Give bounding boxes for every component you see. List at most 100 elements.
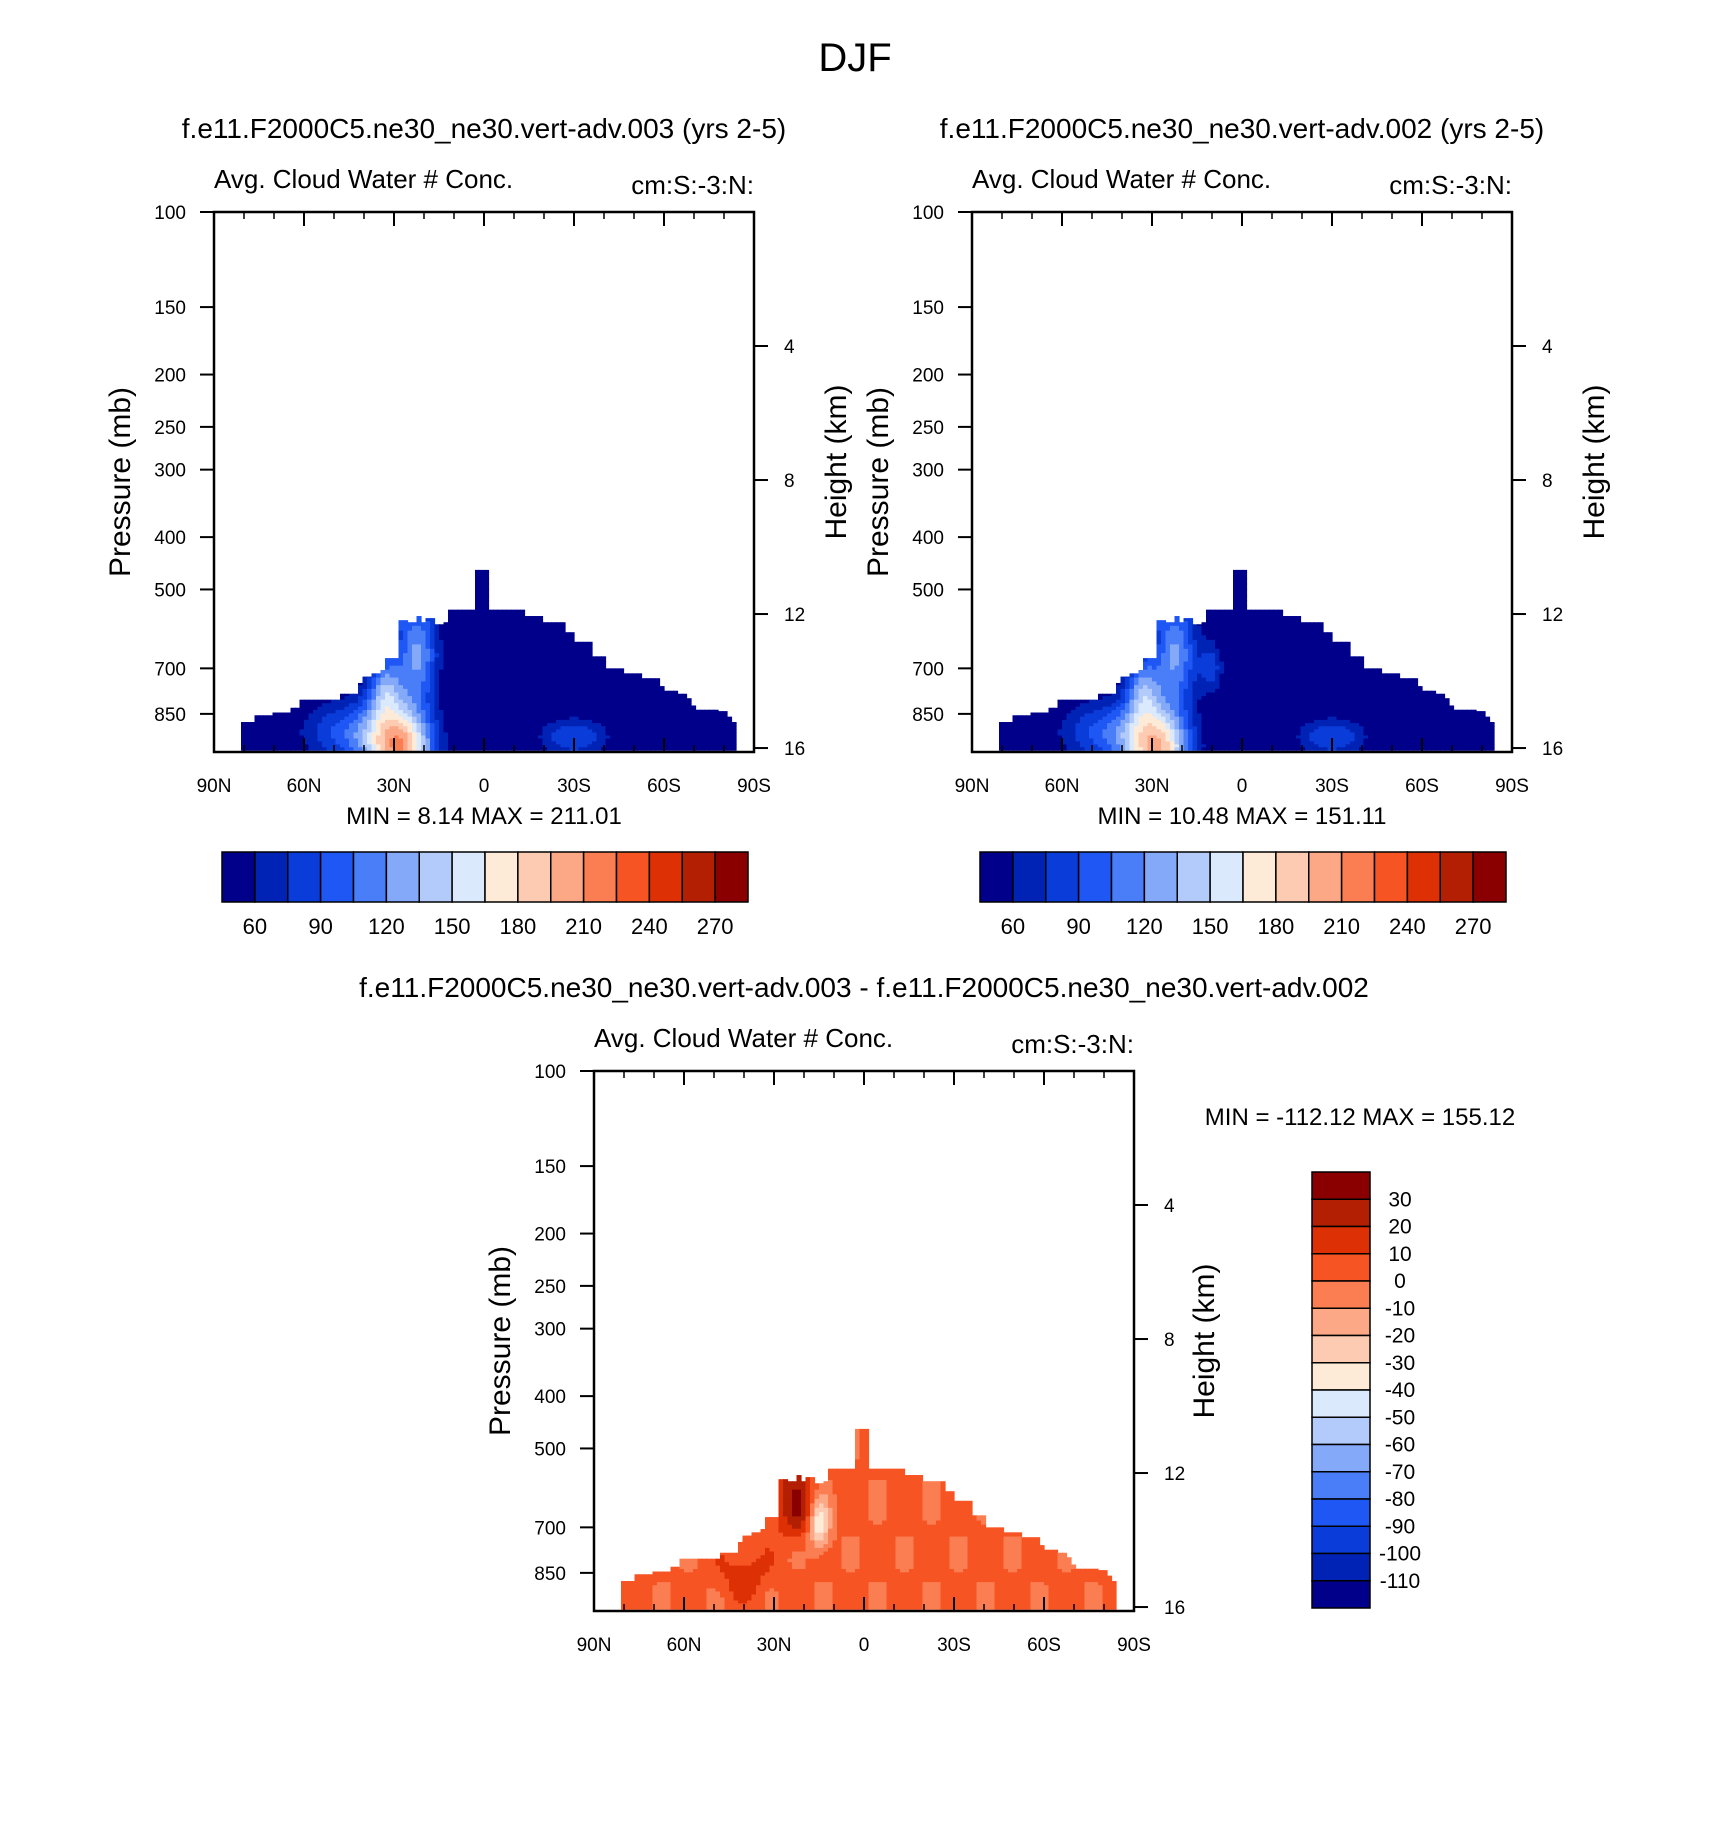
field-cell xyxy=(416,744,422,748)
field-cell xyxy=(637,673,643,679)
field-cell xyxy=(628,673,634,679)
field-cell xyxy=(610,716,616,721)
field-cell xyxy=(1269,616,1275,622)
field-cell xyxy=(443,716,449,721)
field-cell xyxy=(1192,703,1198,708)
field-cell xyxy=(1291,696,1297,701)
field-cell xyxy=(394,713,400,718)
field-cell xyxy=(1282,696,1288,701)
field-cell xyxy=(632,723,638,727)
field-cell xyxy=(1134,732,1140,737)
field-cell xyxy=(1228,747,1234,751)
field-cell xyxy=(686,709,692,714)
field-cell xyxy=(641,732,647,737)
field-cell xyxy=(632,696,638,701)
field-cell xyxy=(1125,703,1131,708)
field-cell xyxy=(1215,726,1221,730)
field-cell xyxy=(358,719,364,724)
field-cell xyxy=(1057,732,1063,737)
field-cell xyxy=(425,692,431,697)
field-cell xyxy=(1260,665,1266,671)
field-cell xyxy=(1179,665,1185,671)
field-cell xyxy=(1143,738,1149,743)
field-cell xyxy=(547,681,553,686)
field-cell xyxy=(394,699,400,704)
field-cell xyxy=(542,685,548,690)
field-cell xyxy=(448,669,454,675)
field-cell xyxy=(254,741,260,745)
field-cell xyxy=(1179,661,1185,667)
field-cell xyxy=(1206,625,1212,632)
field-cell xyxy=(1260,713,1266,718)
field-cell xyxy=(1237,723,1243,727)
field-cell xyxy=(583,696,589,701)
field-cell xyxy=(619,677,625,682)
field-cell xyxy=(551,709,557,714)
field-cell xyxy=(713,719,719,724)
field-cell xyxy=(308,732,314,737)
field-cell xyxy=(443,644,449,650)
field-cell xyxy=(551,747,557,751)
field-cell xyxy=(1134,699,1140,704)
field-cell xyxy=(322,699,328,704)
field-cell xyxy=(1161,696,1167,701)
field-cell xyxy=(547,723,553,727)
field-cell xyxy=(619,716,625,721)
field-cell xyxy=(1318,738,1324,743)
field-cell xyxy=(308,738,314,743)
field-cell xyxy=(344,723,350,727)
field-cell xyxy=(1242,589,1248,596)
field-cell xyxy=(1138,699,1144,704)
field-cell xyxy=(524,620,530,627)
field-cell xyxy=(605,677,611,682)
field-cell xyxy=(1197,741,1203,745)
field-cell xyxy=(398,688,404,694)
field-cell xyxy=(286,719,292,724)
field-cell xyxy=(1084,741,1090,745)
field-cell xyxy=(1278,723,1284,727)
field-cell xyxy=(1309,696,1315,701)
field-cell xyxy=(349,723,355,727)
field-cell xyxy=(1327,661,1333,667)
field-cell xyxy=(673,747,679,751)
field-cell xyxy=(511,644,517,650)
field-cell xyxy=(646,678,652,682)
field-cell xyxy=(1161,639,1167,645)
field-cell xyxy=(623,744,629,748)
field-cell xyxy=(335,716,341,721)
field-cell xyxy=(358,741,364,745)
field-cell xyxy=(1075,719,1081,724)
field-cell xyxy=(403,677,409,682)
field-cell xyxy=(479,713,485,718)
field-cell xyxy=(272,729,278,734)
field-cell xyxy=(628,696,634,701)
field-cell xyxy=(529,657,535,663)
field-cell xyxy=(1251,716,1257,721)
field-cell xyxy=(542,699,548,704)
field-cell xyxy=(574,648,580,654)
field-cell xyxy=(731,729,737,734)
field-cell xyxy=(407,681,413,686)
field-cell xyxy=(529,661,535,667)
field-cell xyxy=(1125,729,1131,734)
field-cell xyxy=(664,709,670,714)
field-cell xyxy=(1233,699,1239,704)
field-cell xyxy=(1224,610,1230,617)
field-cell xyxy=(470,609,476,612)
field-cell xyxy=(1183,738,1189,743)
field-cell xyxy=(556,677,562,682)
field-cell xyxy=(497,719,503,724)
field-cell xyxy=(452,610,458,617)
field-cell xyxy=(1215,610,1221,617)
field-cell xyxy=(614,706,620,711)
field-cell xyxy=(1273,653,1279,658)
field-cell xyxy=(263,744,269,748)
field-cell xyxy=(398,732,404,737)
field-cell xyxy=(371,735,377,740)
field-cell xyxy=(637,677,643,682)
field-cell xyxy=(1084,719,1090,724)
field-cell xyxy=(673,726,679,730)
field-cell xyxy=(335,741,341,745)
field-cell xyxy=(1156,620,1162,622)
field-cell xyxy=(1332,657,1338,663)
